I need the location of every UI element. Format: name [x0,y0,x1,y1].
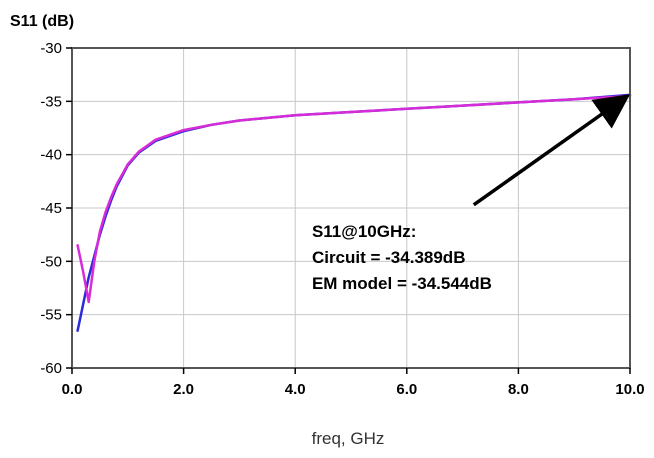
annotation-line: Circuit = -34.389dB [312,248,466,267]
y-tick-label: -30 [40,40,62,57]
x-tick-labels: 0.0 2.0 4.0 6.0 8.0 10.0 [62,368,645,398]
y-tick-label: -60 [40,360,62,377]
series-line-1 [76,93,632,332]
x-tick-label: 2.0 [173,381,194,398]
y-tick-label: -45 [40,200,62,217]
x-tick-label: 0.0 [62,381,83,398]
grid [71,47,631,369]
x-axis-title: freq, GHz [312,429,385,448]
y-tick-label: -40 [40,147,62,164]
series-layer [76,93,632,332]
annotation-line: S11@10GHz: [312,222,416,241]
y-tick-labels: -60 -55 -50 -45 -40 -35 -30 [40,40,72,377]
x-tick-label: 6.0 [396,381,417,398]
y-tick-label: -35 [40,93,62,110]
annotation-arrow [472,94,631,207]
series-line-2 [76,94,632,304]
y-tick-label: -50 [40,253,62,270]
x-tick-label: 10.0 [615,381,644,398]
annotation: S11@10GHz: Circuit = -34.389dB EM model = … [312,222,492,293]
y-tick-label: -55 [40,307,62,324]
x-tick-label: 4.0 [285,381,306,398]
x-tick-label: 8.0 [508,381,529,398]
annotation-line: EM model = -34.544dB [312,274,492,293]
y-axis-title: S11 (dB) [10,13,74,30]
